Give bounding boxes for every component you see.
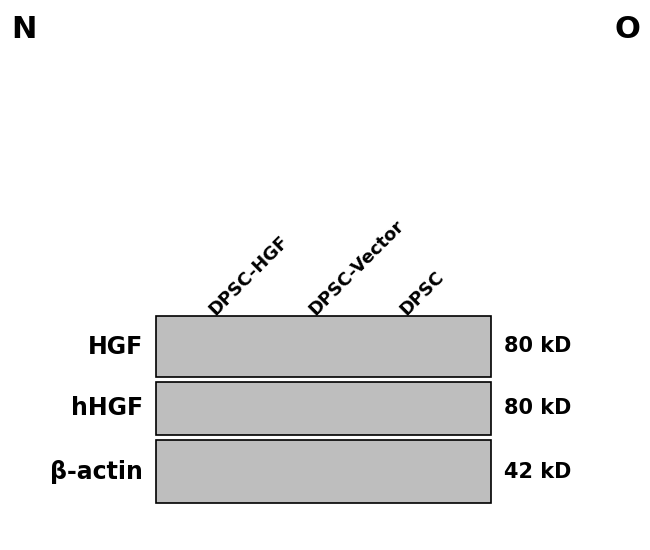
Bar: [156, 382, 491, 435]
Bar: [156, 316, 491, 377]
Text: hHGF: hHGF: [71, 397, 143, 420]
Text: β-actin: β-actin: [50, 460, 143, 483]
Bar: [156, 440, 491, 503]
Text: DPSC: DPSC: [396, 268, 448, 319]
Text: O: O: [614, 15, 640, 45]
Text: DPSC-Vector: DPSC-Vector: [306, 217, 408, 319]
Text: DPSC-HGF: DPSC-HGF: [205, 233, 292, 319]
Text: HGF: HGF: [88, 334, 143, 359]
Text: N: N: [12, 15, 37, 45]
Text: 80 kD: 80 kD: [504, 398, 571, 419]
Text: 42 kD: 42 kD: [504, 461, 571, 482]
Text: 80 kD: 80 kD: [504, 337, 571, 356]
